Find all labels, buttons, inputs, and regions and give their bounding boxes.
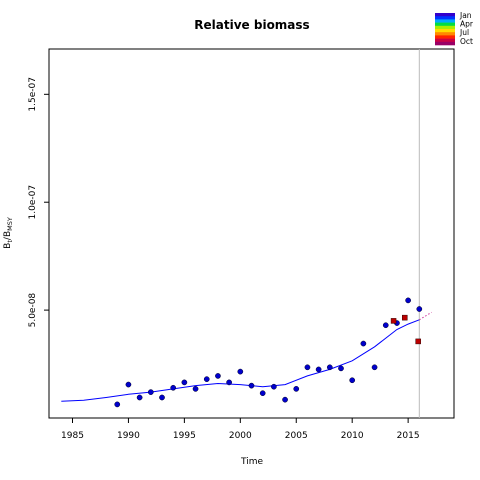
observed-point [271, 383, 277, 390]
observed-point [349, 377, 356, 384]
observed-point [259, 390, 266, 397]
y-tick-label: 1.0e-07 [28, 185, 38, 220]
one-step-ahead-point [415, 338, 421, 345]
legend-color-band [435, 19, 455, 23]
x-tick-label: 1990 [117, 431, 140, 441]
y-axis-label: Bt/BMSY [3, 217, 14, 249]
observed-point [326, 364, 333, 371]
plot-frame [48, 48, 455, 419]
observed-point [170, 384, 177, 391]
legend-color-band [435, 29, 455, 33]
observed-point [416, 306, 423, 312]
observed-point [371, 364, 378, 371]
observed-point [338, 365, 344, 372]
x-axis: 1985 1990 1995 2000 2005 2010 2015 [61, 418, 420, 441]
y-axis-label-main: B [3, 243, 13, 249]
y-tick-label: 5.0e-08 [28, 293, 38, 328]
observed-point [382, 322, 389, 329]
chart-title: Relative biomass [194, 18, 309, 32]
observed-point [237, 368, 244, 375]
x-tick-label: 2000 [229, 431, 252, 441]
y-axis-label-sub2: MSY [6, 217, 14, 231]
x-tick-label: 2005 [285, 431, 308, 441]
observed-point [159, 394, 165, 401]
fitted-line [61, 319, 420, 402]
legend-color-band [435, 41, 455, 46]
plot-area [61, 297, 432, 408]
observed-point [136, 394, 143, 401]
x-tick-label: 1985 [61, 431, 84, 441]
observed-point [203, 376, 210, 383]
x-tick-label: 2015 [397, 431, 420, 441]
x-axis-label: Time [240, 457, 263, 467]
legend-label: Apr [460, 20, 474, 29]
legend-color-band [435, 22, 455, 27]
observed-point [147, 389, 154, 395]
prediction-line [419, 311, 432, 321]
observed-point [215, 373, 221, 379]
x-tick-label: 2010 [341, 431, 364, 441]
legend-label: Jan [459, 11, 472, 20]
observed-point [125, 381, 132, 388]
one-step-ahead-point [390, 318, 397, 324]
observed-point [226, 379, 232, 386]
y-tick-label: 1.5e-07 [28, 77, 38, 112]
x-tick-label: 1995 [173, 431, 196, 441]
observed-point [304, 364, 311, 371]
legend-color-band [435, 38, 455, 43]
legend-color-band [435, 25, 455, 30]
legend-color-band [435, 32, 455, 36]
observed-point [315, 366, 322, 373]
legend-label: Oct [460, 37, 473, 46]
y-axis-label-sep: /B [3, 231, 13, 240]
observed-point [293, 386, 300, 392]
legend-color-band [435, 13, 455, 17]
observed-point [114, 401, 121, 408]
legend-label: Jul [459, 28, 469, 37]
observed-point [192, 386, 199, 392]
one-step-ahead-point [402, 314, 408, 321]
observed-point [248, 382, 255, 389]
y-axis-label-sub1: t [6, 240, 14, 243]
legend-color-band [435, 16, 455, 20]
y-axis: 5.0e-08 1.0e-07 1.5e-07 [28, 77, 49, 327]
legend-color-band [435, 35, 455, 39]
observed-point [181, 379, 188, 386]
observed-point [282, 396, 288, 403]
observed-point [360, 340, 367, 347]
observed-point [405, 297, 411, 304]
